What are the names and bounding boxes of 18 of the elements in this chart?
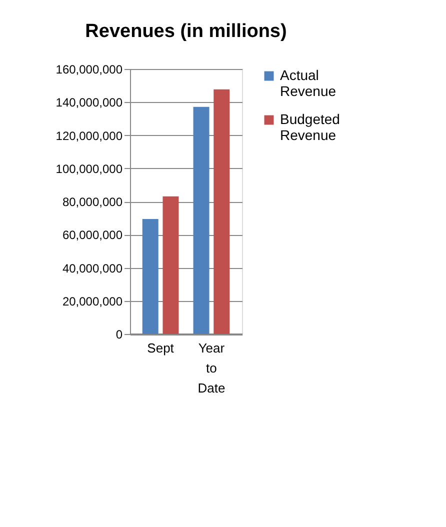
y-tick-label: 140,000,000 [56,96,123,110]
bar [193,106,210,334]
legend-label: Actual Revenue [280,67,336,99]
y-tick-label: 120,000,000 [56,128,123,143]
x-tick-label: Year to Date [198,340,226,396]
y-tick-label: 40,000,000 [62,261,123,276]
y-tick-label: 160,000,000 [56,62,123,76]
chart-title: Revenues (in millions) [85,21,287,42]
bar [162,196,179,334]
y-tick-label: 60,000,000 [62,228,123,242]
y-tick-label: 0 [116,328,123,342]
bar [142,219,158,334]
bar [214,89,230,334]
x-tick-label: Sept [147,340,174,356]
legend-label: Budgeted Revenue [280,111,340,143]
y-tick-label: 20,000,000 [62,294,123,308]
y-tick-label: 80,000,000 [62,195,123,209]
y-tick-label: 100,000,000 [56,162,123,176]
